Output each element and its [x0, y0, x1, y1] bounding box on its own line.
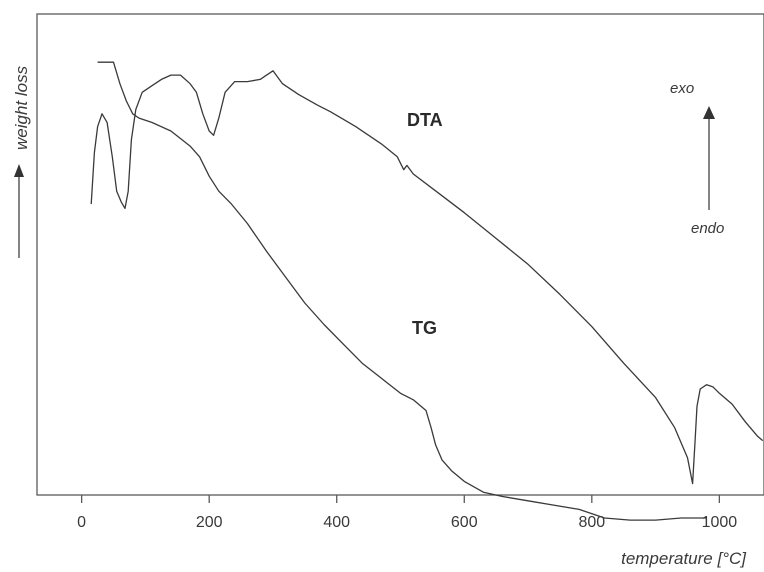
curve-label-dta: DTA — [407, 110, 443, 130]
x-tick-label-400: 400 — [323, 514, 350, 531]
y-axis-label: weight loss — [12, 65, 31, 150]
exo-arrow-head — [703, 106, 715, 119]
x-axis-tick-labels: 0 200 400 600 800 1000 — [77, 514, 737, 531]
x-tick-label-1000: 1000 — [702, 514, 738, 531]
annotation-exo: exo — [670, 80, 694, 97]
x-axis-ticks — [80, 495, 721, 503]
x-tick-label-0: 0 — [77, 514, 86, 531]
series-line-tg — [97, 61, 707, 521]
curve-label-tg: TG — [412, 318, 437, 338]
series-line-dta — [90, 70, 764, 485]
y-axis-arrow-head — [14, 164, 24, 177]
x-tick-label-800: 800 — [578, 514, 605, 531]
plot-frame — [36, 13, 764, 496]
x-axis-label: temperature [°C] — [621, 549, 747, 568]
x-tick-label-600: 600 — [451, 514, 478, 531]
annotation-endo: endo — [691, 220, 724, 237]
x-tick-label-200: 200 — [196, 514, 223, 531]
